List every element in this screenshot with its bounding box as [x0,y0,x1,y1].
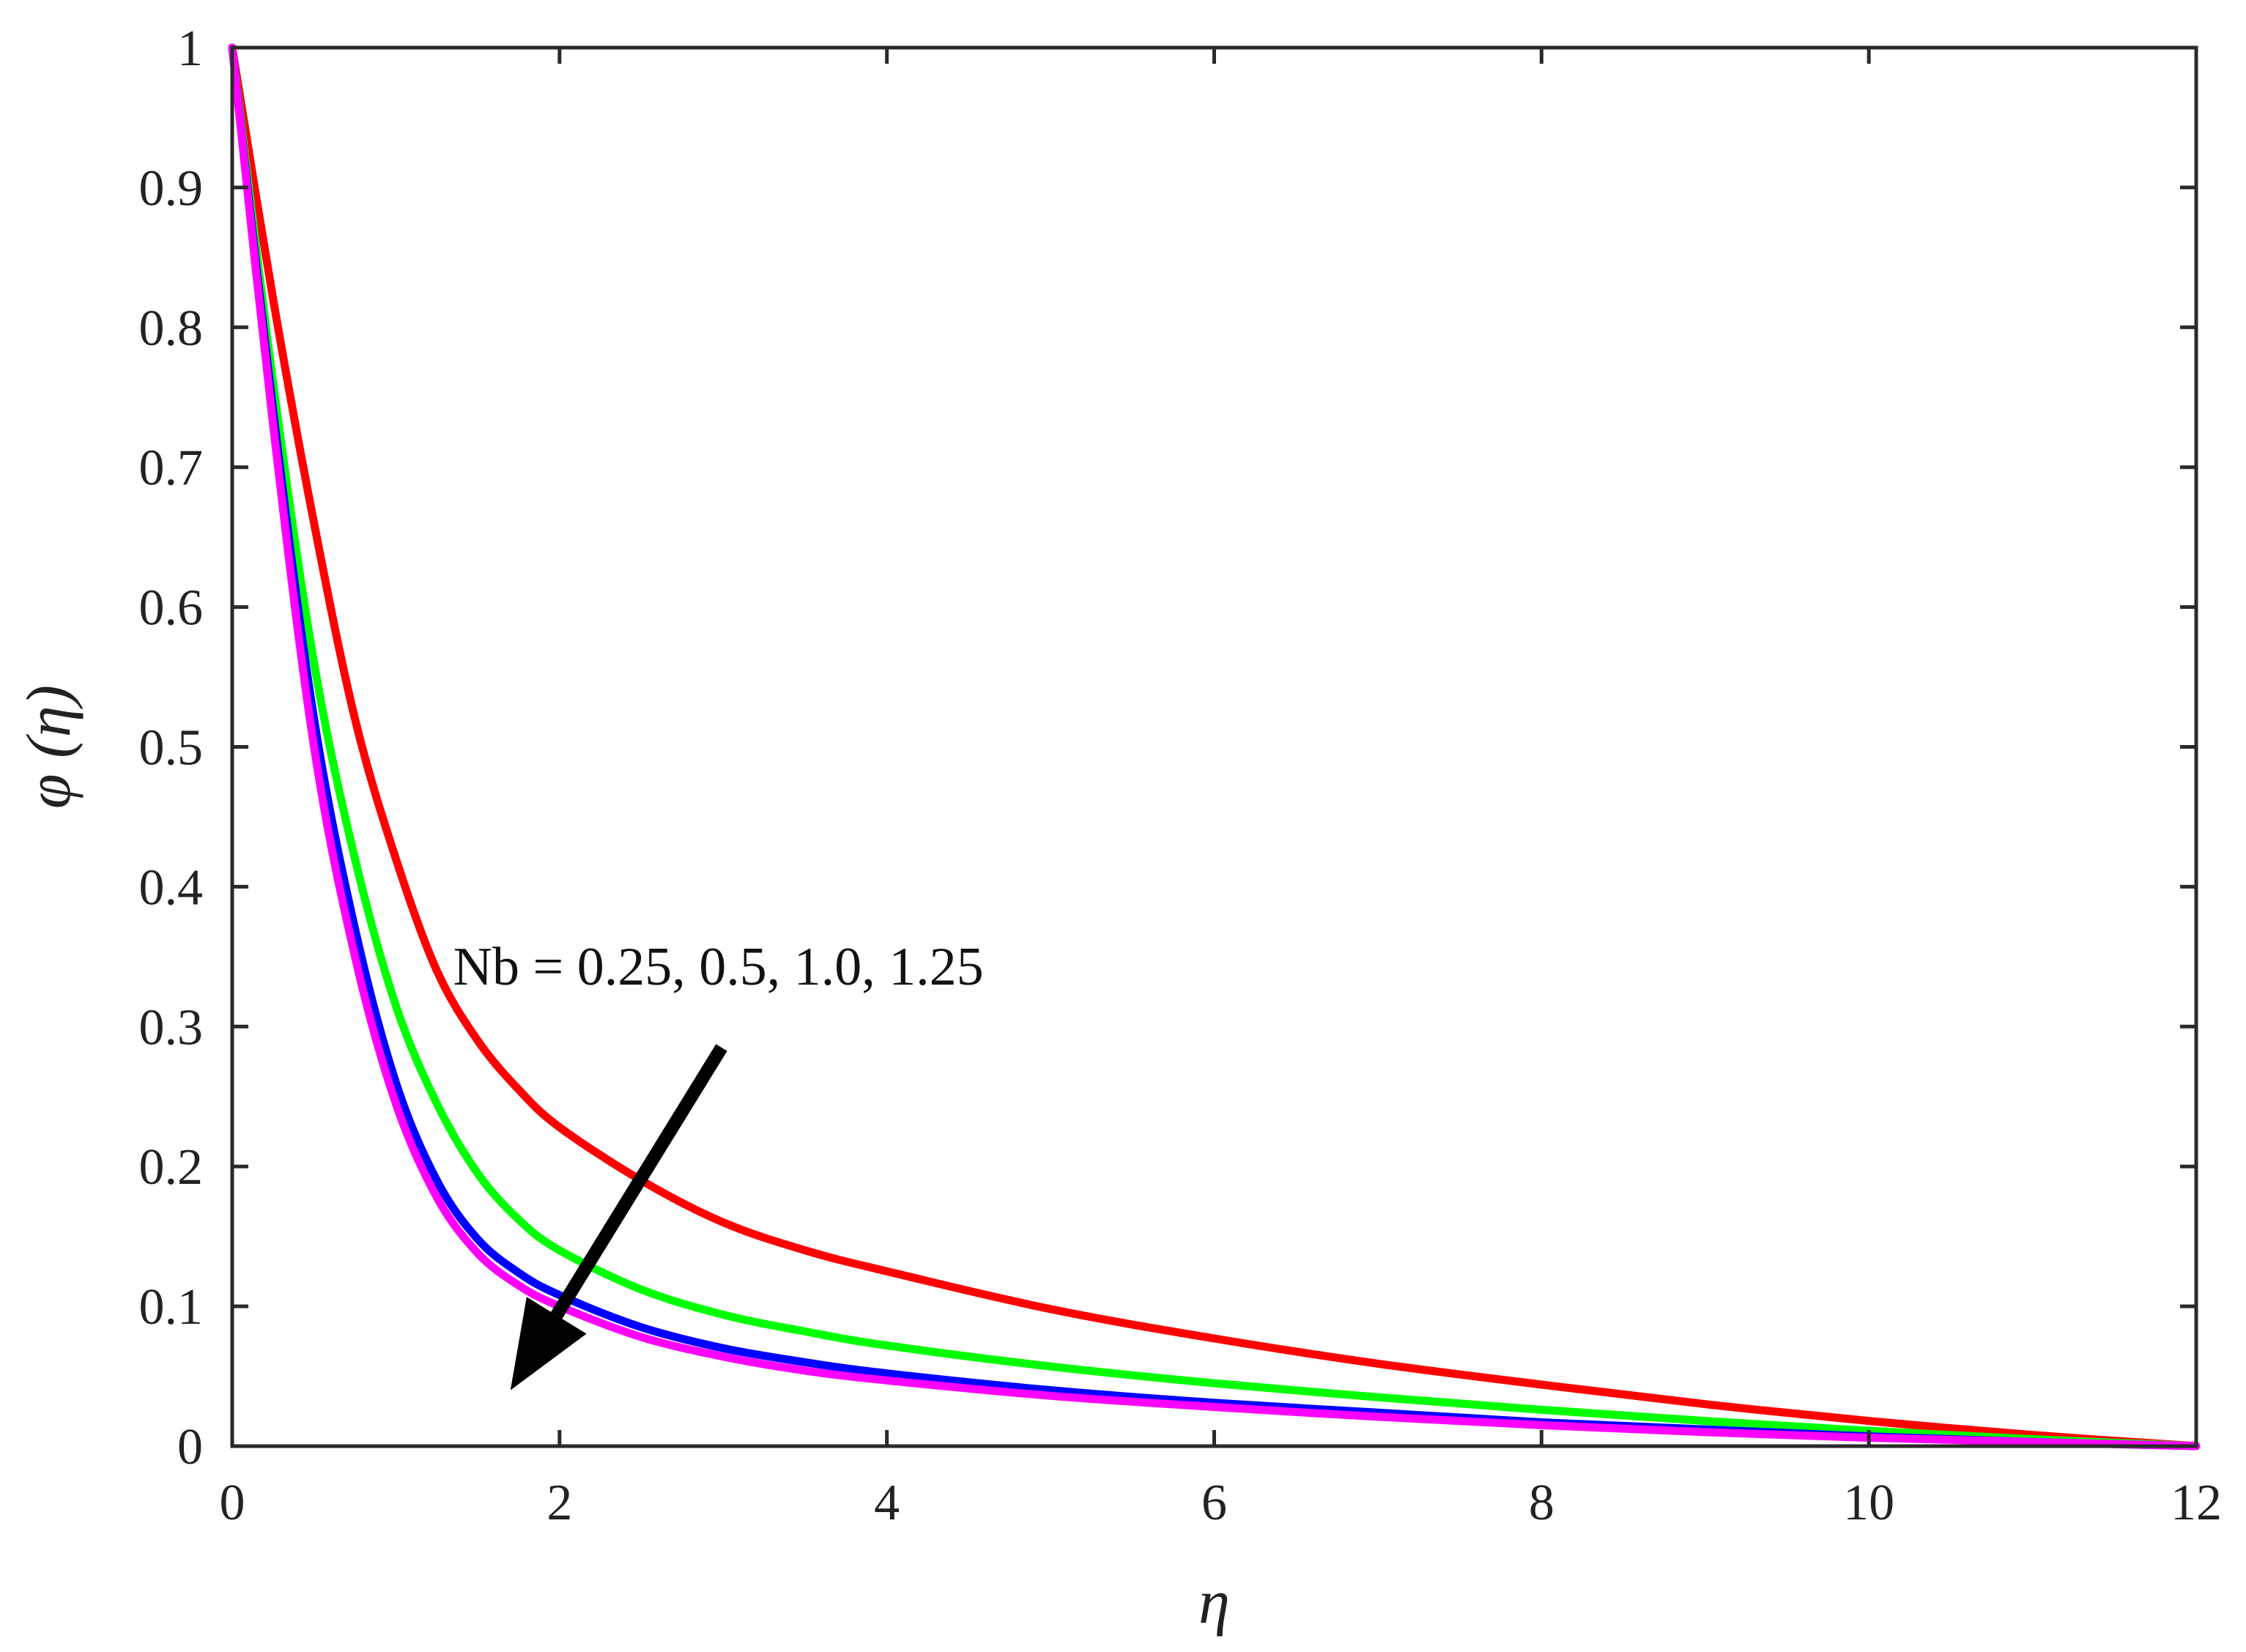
y-tick-label: 1 [177,21,203,77]
y-tick-label: 0.3 [139,999,204,1056]
x-tick-label: 10 [1843,1475,1894,1531]
x-axis-title: η [1198,1566,1230,1637]
y-tick-label: 0.4 [139,859,204,916]
y-tick-label: 0.6 [139,580,204,637]
x-tick-label: 2 [546,1475,572,1531]
y-tick-label: 0.5 [139,720,204,777]
annotation-label: Nb = 0.25, 0.5, 1.0, 1.25 [453,937,984,997]
x-tick-label: 8 [1529,1475,1554,1531]
series-layer [228,43,2201,1451]
y-tick-label: 0.1 [139,1279,204,1336]
x-tick-label: 6 [1201,1475,1227,1531]
x-tick-label: 12 [2171,1475,2222,1531]
series-line-4 [228,43,2201,1451]
tick-layer: 0 2 4 6 8 10 12 0 0.1 0.2 0.3 0.4 0.5 0.6 0.7 0.8 0.9 1 [139,21,2223,1531]
series-line-2 [228,43,2201,1451]
x-tick-label: 0 [220,1475,245,1531]
y-tick-label: 0 [177,1419,203,1475]
x-tick-label: 4 [874,1475,900,1531]
arrow-head [510,1297,587,1390]
annotation-arrow [510,1044,727,1390]
arrow-shaft [551,1044,727,1319]
y-axis-title: φ (η) [13,685,84,809]
y-tick-label: 0.9 [139,160,204,217]
y-tick-label: 0.7 [139,440,204,497]
series-line-1 [228,43,2201,1451]
y-tick-label: 0.8 [139,300,204,357]
y-tick-label: 0.2 [139,1139,204,1196]
